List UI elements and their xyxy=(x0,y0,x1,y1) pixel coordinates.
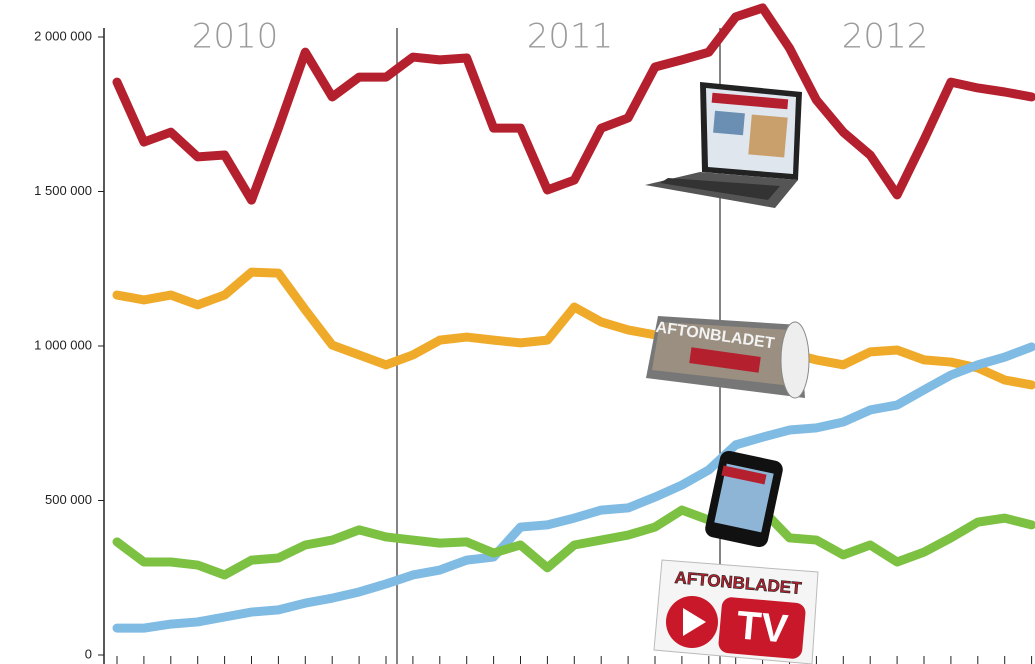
tv-image: AFTONBLADET TV xyxy=(653,559,819,664)
lines xyxy=(112,3,1035,633)
y-tick-label: 1 500 000 xyxy=(34,183,92,198)
data-line xyxy=(112,3,1035,205)
newspaper-image: AFTONBLADET xyxy=(646,316,810,399)
y-tick-label: 1 000 000 xyxy=(34,337,92,352)
data-line xyxy=(112,505,1035,580)
tv-label: TV xyxy=(735,603,790,651)
y-tick-label: 500 000 xyxy=(45,492,92,507)
laptop-image xyxy=(645,82,802,208)
year-label: 2011 xyxy=(527,17,614,57)
data-line xyxy=(112,267,1035,390)
axes: 0 500 000 1 000 000 1 500 000 2 000 000 2010 2… xyxy=(34,17,1033,664)
year-label: 2010 xyxy=(192,17,279,57)
y-tick-label: 0 xyxy=(85,646,92,661)
year-label: 2012 xyxy=(842,17,929,57)
phone-image xyxy=(705,450,783,548)
y-tick-label: 2 000 000 xyxy=(34,28,92,43)
data-line xyxy=(112,342,1035,633)
